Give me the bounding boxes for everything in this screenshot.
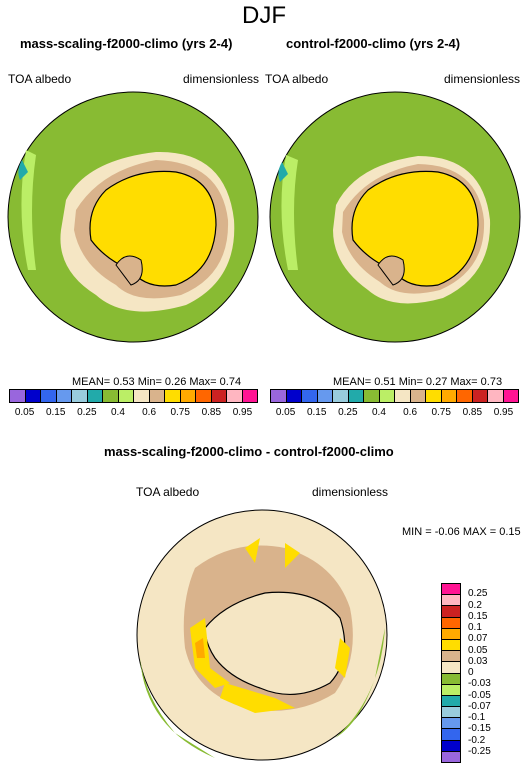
colorbar-swatch xyxy=(442,740,460,752)
colorbar-swatch xyxy=(317,390,333,402)
colorbar-swatch xyxy=(442,595,460,607)
colorbar-swatch xyxy=(442,606,460,618)
colorbar-tick-label: -0.2 xyxy=(468,734,486,746)
diff-panel-variable-label: TOA albedo xyxy=(136,485,200,499)
colorbar-tick-label: 0.95 xyxy=(493,407,514,418)
panel-2-colorbar xyxy=(270,389,519,403)
colorbar-tick-label: 0.85 xyxy=(462,407,483,418)
colorbar-tick-label: 0.07 xyxy=(468,633,488,645)
colorbar-swatch xyxy=(442,751,460,762)
colorbar-tick-label: 0.4 xyxy=(110,407,125,418)
colorbar-swatch xyxy=(442,584,460,596)
colorbar-tick-label: -0.25 xyxy=(468,745,491,757)
colorbar-swatch xyxy=(442,639,460,652)
diff-panel-units-label: dimensionless xyxy=(312,485,389,499)
colorbar-swatch xyxy=(165,390,181,402)
colorbar-swatch xyxy=(442,684,460,696)
colorbar-tick-label: -0.07 xyxy=(468,700,491,712)
colorbar-tick-label: 0.05 xyxy=(275,407,296,418)
colorbar-tick-label: 0.95 xyxy=(232,407,253,418)
colorbar-swatch xyxy=(348,390,364,402)
colorbar-tick-label: 0.15 xyxy=(306,407,327,418)
colorbar-swatch xyxy=(442,729,460,741)
colorbar-swatch xyxy=(211,390,227,402)
panel-2-map xyxy=(269,91,521,343)
colorbar-tick-label: 0.85 xyxy=(201,407,222,418)
colorbar-tick-label: 0.6 xyxy=(142,407,157,418)
colorbar-swatch xyxy=(442,718,460,730)
colorbar-swatch xyxy=(10,390,26,402)
colorbar-swatch xyxy=(442,662,460,674)
colorbar-swatch xyxy=(442,695,460,708)
panel-1-units-label: dimensionless xyxy=(183,72,260,86)
colorbar-tick-label: 0.4 xyxy=(371,407,386,418)
colorbar-swatch xyxy=(442,673,460,685)
colorbar-swatch xyxy=(118,390,134,402)
colorbar-swatch xyxy=(56,390,72,402)
colorbar-swatch xyxy=(472,390,488,402)
diff-panel-title: mass-scaling-f2000-climo - control-f2000… xyxy=(104,444,394,459)
diff-colorbar xyxy=(441,583,461,763)
colorbar-swatch xyxy=(333,390,349,402)
colorbar-tick-label: 0.05 xyxy=(14,407,35,418)
colorbar-swatch xyxy=(25,390,41,402)
colorbar-swatch xyxy=(227,390,243,402)
colorbar-swatch xyxy=(41,390,57,402)
panel-2-units-label: dimensionless xyxy=(444,72,521,86)
panel-1-stats: MEAN= 0.53 Min= 0.26 Max= 0.74 xyxy=(72,376,242,388)
colorbar-swatch xyxy=(196,390,212,402)
colorbar-swatch xyxy=(286,390,302,402)
main-title: DJF xyxy=(242,2,286,29)
colorbar-swatch xyxy=(426,390,442,402)
colorbar-tick-label: 0.15 xyxy=(468,610,488,622)
colorbar-tick-label: 0.75 xyxy=(170,407,190,418)
colorbar-swatch xyxy=(242,390,257,402)
colorbar-tick-label: -0.1 xyxy=(468,712,486,723)
panel-1-variable-label: TOA albedo xyxy=(8,72,72,86)
colorbar-tick-label: 0.25 xyxy=(468,588,488,600)
colorbar-tick-label: 0.1 xyxy=(468,622,482,633)
colorbar-swatch xyxy=(488,390,504,402)
colorbar-swatch xyxy=(72,390,88,402)
diff-panel-stats: MIN = -0.06 MAX = 0.15 xyxy=(402,526,521,538)
colorbar-swatch xyxy=(457,390,473,402)
colorbar-swatch xyxy=(149,390,165,402)
colorbar-swatch xyxy=(103,390,119,402)
colorbar-swatch xyxy=(442,617,460,629)
colorbar-tick-label: -0.15 xyxy=(468,723,491,735)
colorbar-swatch xyxy=(180,390,196,402)
colorbar-tick-label: 0.05 xyxy=(468,644,488,656)
panel-1-colorbar xyxy=(9,389,258,403)
panel-2-variable-label: TOA albedo xyxy=(265,72,329,86)
panel-2-stats: MEAN= 0.51 Min= 0.27 Max= 0.73 xyxy=(333,376,503,388)
diff-panel-map xyxy=(136,509,388,761)
colorbar-tick-label: 0.2 xyxy=(468,599,482,611)
colorbar-tick-label: -0.03 xyxy=(468,678,491,690)
colorbar-tick-label: 0.75 xyxy=(431,407,451,418)
colorbar-swatch xyxy=(302,390,318,402)
colorbar-swatch xyxy=(442,651,460,663)
colorbar-swatch xyxy=(395,390,411,402)
colorbar-tick-label: 0.15 xyxy=(45,407,66,418)
colorbar-swatch xyxy=(87,390,103,402)
colorbar-tick-label: 0 xyxy=(468,667,474,678)
colorbar-swatch xyxy=(442,628,460,640)
colorbar-swatch xyxy=(441,390,457,402)
colorbar-tick-label: 0.25 xyxy=(338,407,358,418)
colorbar-swatch xyxy=(503,390,518,402)
colorbar-swatch xyxy=(134,390,150,402)
colorbar-swatch xyxy=(442,707,460,719)
panel-1-title: mass-scaling-f2000-climo (yrs 2-4) xyxy=(20,36,233,51)
colorbar-swatch xyxy=(271,390,287,402)
colorbar-swatch xyxy=(364,390,380,402)
colorbar-swatch xyxy=(379,390,395,402)
panel-1-map xyxy=(7,91,259,343)
panel-2-title: control-f2000-climo (yrs 2-4) xyxy=(286,36,461,51)
colorbar-tick-label: 0.03 xyxy=(468,655,488,667)
colorbar-tick-label: 0.25 xyxy=(77,407,97,418)
colorbar-swatch xyxy=(410,390,426,402)
colorbar-tick-label: 0.6 xyxy=(403,407,418,418)
colorbar-tick-label: -0.05 xyxy=(468,689,491,701)
